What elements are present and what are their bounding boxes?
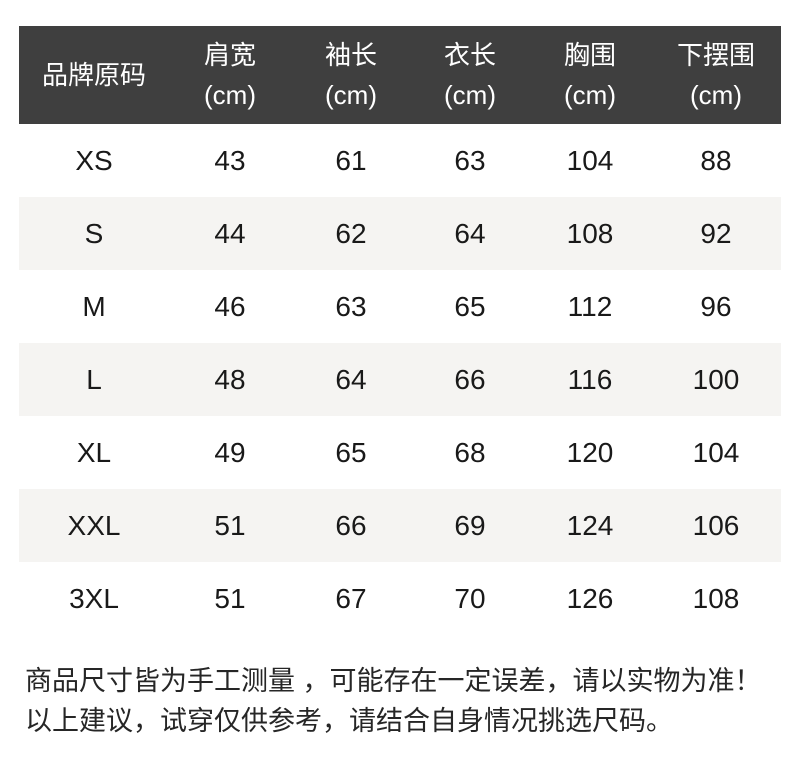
cell-shoulder: 48: [169, 343, 291, 416]
column-header-sleeve: 袖长 (cm): [291, 26, 411, 124]
column-header-shoulder: 肩宽 (cm): [169, 26, 291, 124]
column-header-length: 衣长 (cm): [411, 26, 529, 124]
column-unit: (cm): [325, 80, 377, 110]
measurement-notes: 商品尺寸皆为手工测量 ，可能存在一定误差，请以实物为准！ 以上建议，试穿仅供参考…: [25, 661, 785, 741]
cell-size: 3XL: [69, 582, 119, 614]
cell-sleeve: 67: [335, 582, 367, 614]
cell-shoulder: 43: [214, 144, 246, 176]
cell-sleeve: 66: [291, 489, 411, 562]
cell-sleeve: 64: [291, 343, 411, 416]
cell-shoulder: 44: [169, 197, 291, 270]
measurement-note-line1: 商品尺寸皆为手工测量 ，可能存在一定误差，请以实物为准！: [25, 666, 762, 696]
cell-hem: 106: [651, 489, 781, 562]
cell-sleeve: 61: [335, 144, 367, 176]
cell-size: S: [19, 197, 169, 270]
table-row-l: L 48 64 66 116 100: [19, 343, 781, 416]
cell-chest: 124: [529, 489, 651, 562]
cell-chest: 116: [529, 343, 651, 416]
cell-hem: 92: [651, 197, 781, 270]
cell-shoulder: 51: [169, 489, 291, 562]
table-row-m: M 46 63 65 112 96: [19, 270, 781, 343]
table-header: 品牌原码 肩宽 (cm) 袖长 (cm) 衣长 (cm) 胸围 (cm): [19, 26, 781, 124]
cell-chest: 112: [567, 290, 613, 322]
cell-length: 68: [454, 436, 486, 468]
header-row: 品牌原码 肩宽 (cm) 袖长 (cm) 衣长 (cm) 胸围 (cm): [19, 26, 781, 124]
column-unit: (cm): [690, 80, 742, 110]
size-chart-table-wrap: 品牌原码 肩宽 (cm) 袖长 (cm) 衣长 (cm) 胸围 (cm): [19, 26, 781, 635]
cell-size: L: [19, 343, 169, 416]
cell-chest: 104: [566, 144, 614, 176]
column-label: 胸围: [563, 40, 616, 70]
table-row-s: S 44 62 64 108 92: [19, 197, 781, 270]
cell-chest: 120: [566, 436, 614, 468]
cell-hem: 104: [692, 436, 740, 468]
cell-size: XL: [76, 436, 112, 468]
cell-hem: 108: [692, 582, 740, 614]
cell-length: 63: [454, 144, 486, 176]
column-unit: (cm): [204, 80, 256, 110]
column-label: 品牌原码: [41, 60, 146, 90]
cell-size: XS: [75, 144, 113, 176]
table-row-xs: XS 43 61 63 104 88: [19, 124, 781, 197]
cell-size: M: [82, 290, 106, 322]
cell-hem: 100: [651, 343, 781, 416]
cell-shoulder: 49: [214, 436, 246, 468]
table-row-xl: XL 49 65 68 120 104: [19, 416, 781, 489]
cell-length: 65: [454, 290, 486, 322]
size-chart-table: 品牌原码 肩宽 (cm) 袖长 (cm) 衣长 (cm) 胸围 (cm): [19, 26, 781, 635]
cell-hem: 96: [700, 290, 732, 322]
column-label: 袖长: [324, 40, 377, 70]
table-row-xxl: XXL 51 66 69 124 106: [19, 489, 781, 562]
column-label: 肩宽: [203, 40, 256, 70]
column-header-size: 品牌原码: [19, 26, 169, 124]
cell-chest: 126: [566, 582, 614, 614]
cell-sleeve: 62: [291, 197, 411, 270]
cell-chest: 108: [529, 197, 651, 270]
column-label: 下摆围: [676, 40, 755, 70]
cell-shoulder: 51: [214, 582, 246, 614]
cell-length: 70: [454, 582, 486, 614]
cell-length: 69: [411, 489, 529, 562]
cell-hem: 88: [700, 144, 732, 176]
cell-length: 64: [411, 197, 529, 270]
column-header-hem: 下摆围 (cm): [651, 26, 781, 124]
measurement-note-line2: 以上建议，试穿仅供参考，请结合自身情况挑选尺码。: [25, 706, 673, 736]
cell-length: 66: [411, 343, 529, 416]
table-row-3xl: 3XL 51 67 70 126 108: [19, 562, 781, 635]
column-header-chest: 胸围 (cm): [529, 26, 651, 124]
column-label: 衣长: [443, 40, 496, 70]
cell-sleeve: 63: [335, 290, 367, 322]
column-unit: (cm): [564, 80, 616, 110]
cell-sleeve: 65: [335, 436, 367, 468]
cell-shoulder: 46: [214, 290, 246, 322]
column-unit: (cm): [444, 80, 496, 110]
table-body: XS 43 61 63 104 88 S 44 62 64 108 92 M 4…: [19, 124, 781, 635]
cell-size: XXL: [19, 489, 169, 562]
